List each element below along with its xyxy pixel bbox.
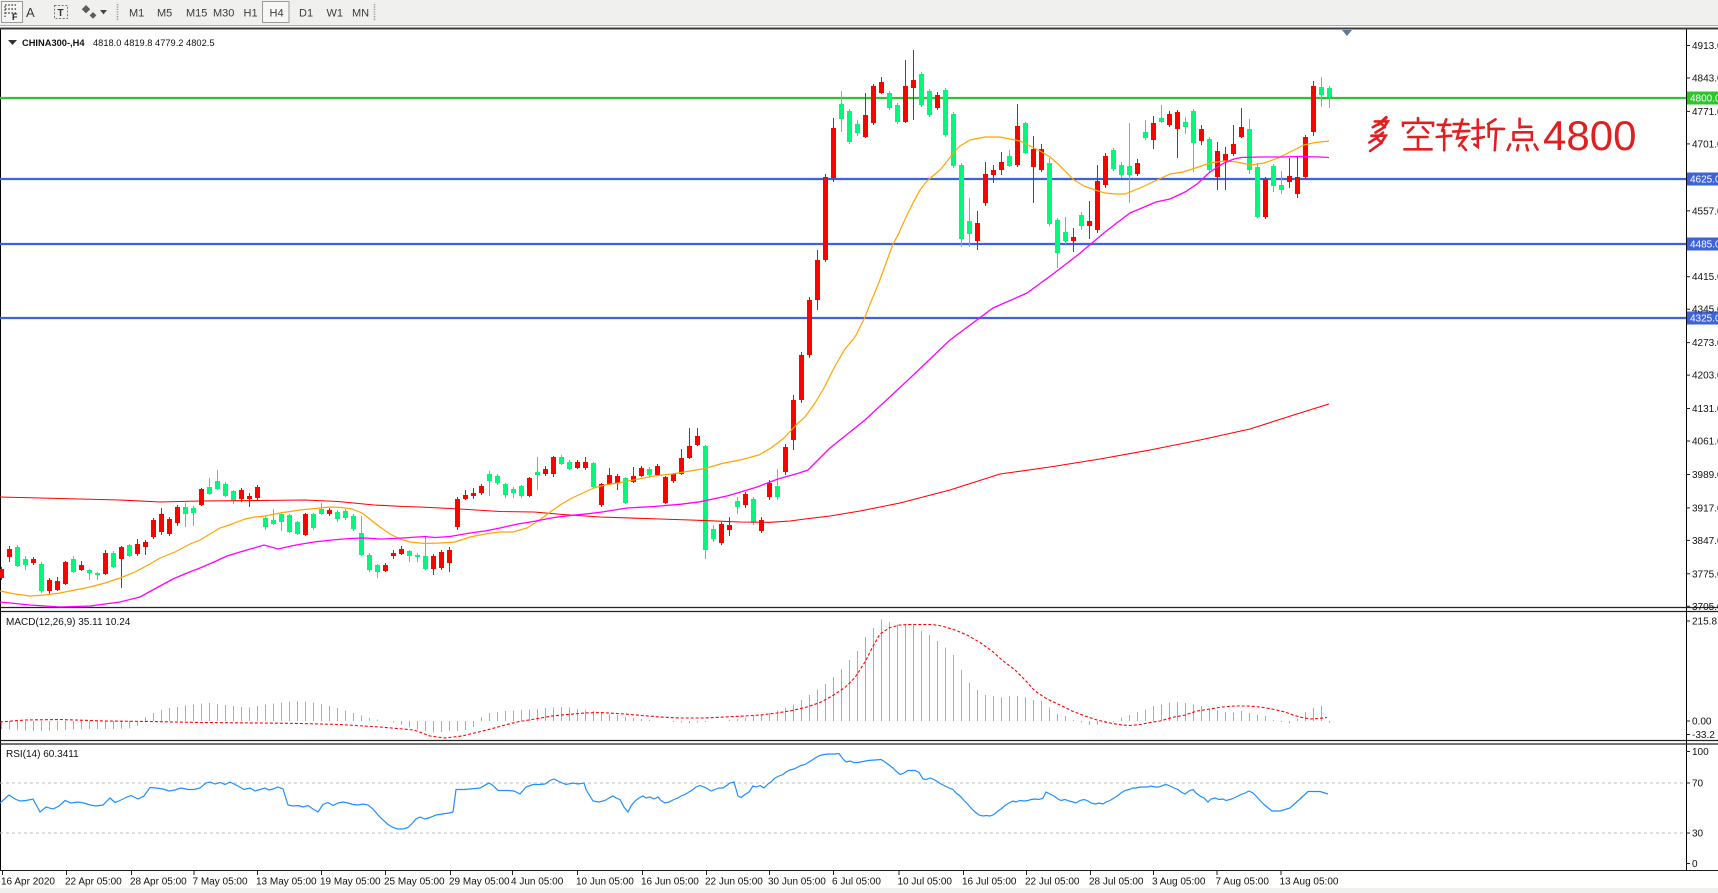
svg-text:16 Jun 05:00: 16 Jun 05:00 [641,877,699,888]
svg-text:6 Jul 05:00: 6 Jul 05:00 [832,877,881,888]
svg-text:4913.0: 4913.0 [1692,41,1718,52]
svg-text:3917.0: 3917.0 [1692,503,1718,514]
svg-text:22 Jul 05:00: 22 Jul 05:00 [1025,877,1080,888]
svg-text:13 Aug 05:00: 13 Aug 05:00 [1280,877,1339,888]
svg-text:MN: MN [352,8,369,20]
svg-text:3 Aug 05:00: 3 Aug 05:00 [1152,877,1206,888]
svg-text:W1: W1 [327,8,344,20]
svg-text:4345.0: 4345.0 [1692,305,1718,316]
svg-text:4 Jun 05:00: 4 Jun 05:00 [511,877,564,888]
svg-text:4557.0: 4557.0 [1692,206,1718,217]
svg-text:4203.0: 4203.0 [1692,371,1718,382]
svg-text:10 Jun 05:00: 10 Jun 05:00 [576,877,634,888]
svg-text:30 Jun 05:00: 30 Jun 05:00 [768,877,826,888]
svg-text:28 Apr 05:00: 28 Apr 05:00 [130,877,187,888]
svg-text:4415.0: 4415.0 [1692,272,1718,283]
svg-text:M5: M5 [157,8,172,20]
svg-text:29 May 05:00: 29 May 05:00 [449,877,510,888]
svg-text:30: 30 [1692,829,1704,840]
svg-text:3705.0: 3705.0 [1692,602,1718,613]
svg-text:-33.2: -33.2 [1692,730,1715,741]
svg-text:4625.0: 4625.0 [1690,175,1718,186]
svg-text:7 Aug 05:00: 7 Aug 05:00 [1216,877,1270,888]
svg-text:4771.0: 4771.0 [1692,107,1718,118]
svg-text:16 Jul 05:00: 16 Jul 05:00 [962,877,1017,888]
svg-text:CHINA300-,H4: CHINA300-,H4 [22,38,85,48]
svg-text:4843.0: 4843.0 [1692,74,1718,85]
svg-text:4273.0: 4273.0 [1692,338,1718,349]
svg-text:0: 0 [1692,859,1698,870]
svg-text:T: T [58,8,64,19]
svg-text:A: A [26,5,35,20]
svg-text:4485.0: 4485.0 [1690,240,1718,251]
svg-text:0.00: 0.00 [1692,717,1712,728]
svg-text:4131.0: 4131.0 [1692,404,1718,415]
svg-text:MACD(12,26,9) 35.11 10.24: MACD(12,26,9) 35.11 10.24 [6,617,131,628]
svg-text:4701.0: 4701.0 [1692,139,1718,150]
svg-text:10 Jul 05:00: 10 Jul 05:00 [898,877,953,888]
svg-text:H4: H4 [270,8,284,20]
svg-text:19 May 05:00: 19 May 05:00 [320,877,381,888]
svg-text:22 Apr 05:00: 22 Apr 05:00 [65,877,122,888]
svg-text:22 Jun 05:00: 22 Jun 05:00 [705,877,763,888]
svg-text:4061.0: 4061.0 [1692,437,1718,448]
svg-text:3989.0: 3989.0 [1692,470,1718,481]
svg-text:RSI(14) 60.3411: RSI(14) 60.3411 [6,749,79,760]
svg-text:16 Apr 2020: 16 Apr 2020 [1,877,55,888]
svg-text:F: F [12,12,18,22]
svg-text:13 May 05:00: 13 May 05:00 [256,877,317,888]
svg-text:215.81: 215.81 [1692,617,1718,628]
svg-text:H1: H1 [244,8,258,20]
svg-text:4325.0: 4325.0 [1690,314,1718,325]
svg-text:70: 70 [1692,779,1704,790]
svg-text:3775.0: 3775.0 [1692,569,1718,580]
svg-text:28 Jul 05:00: 28 Jul 05:00 [1089,877,1144,888]
svg-text:M1: M1 [129,8,144,20]
svg-text:4818.0 4819.8 4779.2 4802.5: 4818.0 4819.8 4779.2 4802.5 [93,38,215,48]
svg-text:4800.0: 4800.0 [1690,94,1718,105]
svg-text:D1: D1 [299,8,313,20]
svg-text:M15: M15 [186,8,207,20]
svg-text:3847.0: 3847.0 [1692,536,1718,547]
svg-text:25 May 05:00: 25 May 05:00 [384,877,445,888]
svg-text:100: 100 [1692,747,1709,758]
svg-text:M30: M30 [213,8,234,20]
svg-text:7 May 05:00: 7 May 05:00 [193,877,248,888]
svg-text:4800: 4800 [1543,112,1636,159]
